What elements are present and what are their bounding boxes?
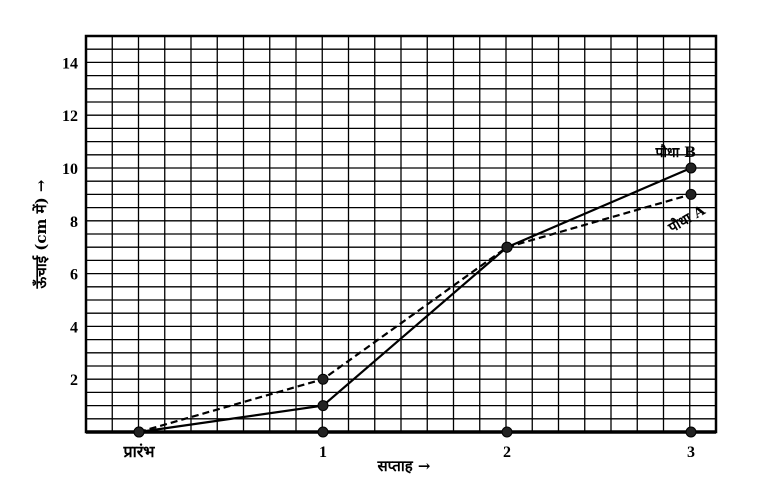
baseline-markers (317, 426, 697, 438)
x-tick-label: 2 (503, 444, 511, 461)
baseline-marker (501, 426, 513, 438)
y-tick-label: 14 (62, 55, 78, 72)
y-tick-label: 12 (62, 108, 78, 125)
x-tick-label: 1 (319, 444, 327, 461)
data-point-plant-a (317, 373, 329, 385)
baseline-marker (685, 426, 697, 438)
x-tick-label: 3 (687, 444, 695, 461)
x-axis-title: सप्ताह → (377, 457, 431, 475)
data-point-plant-b (501, 241, 513, 253)
y-tick-label: 10 (62, 161, 78, 178)
data-point-plant-b (133, 426, 145, 438)
data-point-plant-b (685, 162, 697, 174)
y-axis-title: ऊँचाई (cm में) → (32, 179, 50, 289)
y-tick-label: 2 (70, 372, 78, 389)
x-tick-label: प्रारंभ (122, 443, 155, 461)
baseline-marker (317, 426, 329, 438)
y-tick-label: 8 (70, 214, 78, 231)
series-label-plant-b: पौधा B (654, 144, 696, 161)
data-point-plant-a (685, 188, 697, 200)
series-group (133, 162, 697, 438)
y-tick-label: 4 (70, 319, 78, 336)
series-label-plant-a: पौधा A (665, 201, 710, 237)
data-point-plant-b (317, 400, 329, 412)
x-tick-labels: प्रारंभ 1 2 3 (122, 443, 695, 461)
y-tick-labels: 2 4 6 8 10 12 14 (62, 55, 78, 389)
series-line-plant-b (138, 166, 692, 434)
grid (86, 36, 716, 432)
y-tick-label: 6 (70, 267, 78, 284)
